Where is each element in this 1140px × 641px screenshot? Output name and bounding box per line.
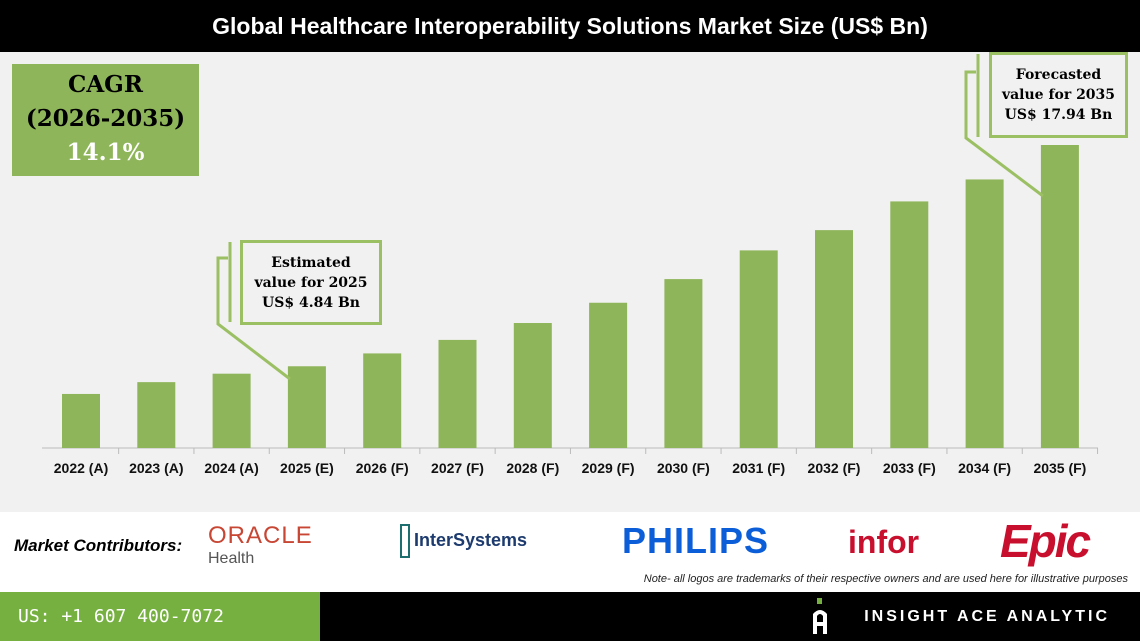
bar (965, 179, 1004, 449)
callout-line: value for 2035 (1001, 87, 1116, 103)
contributors-label: Market Contributors: (14, 536, 183, 555)
epic-logo: Epic (1000, 515, 1091, 567)
x-tick-label: 2035 (F) (1033, 460, 1086, 476)
bar (890, 201, 929, 448)
oracle-logo: ORACLE Health (208, 522, 313, 567)
bar (62, 393, 100, 448)
x-tick-label: 2033 (F) (883, 460, 936, 476)
cagr-value: 14.1% (66, 139, 145, 166)
x-tick-label: 2024 (A) (204, 460, 258, 476)
x-tick-label: 2031 (F) (732, 460, 785, 476)
cagr-box: CAGR (2026-2035) 14.1% (12, 64, 199, 176)
bar-chart: 2022 (A) 2023 (A) 2024 (A) 2025 (E) 2026 (F)… (42, 54, 1099, 476)
bar (363, 353, 402, 448)
x-tick-label: 2026 (F) (356, 460, 409, 476)
callout-leader (216, 256, 291, 381)
callout-line: US$ 4.84 Bn (262, 294, 360, 311)
insight-ace-logo-icon (813, 598, 827, 634)
bar (513, 323, 552, 448)
cagr-label: CAGR (68, 71, 143, 98)
market-contributors: Market Contributors: ORACLE Health Inter… (0, 512, 1140, 592)
cagr-period: (2026-2035) (25, 105, 186, 132)
x-tick-label: 2022 (A) (54, 460, 108, 476)
x-tick-label: 2025 (E) (280, 460, 334, 476)
forecast-callout: Forecasted value for 2035 US$ 17.94 Bn (989, 52, 1128, 138)
callout-line: Estimated (271, 254, 351, 271)
bar (137, 382, 176, 448)
philips-logo: PHILIPS (622, 520, 770, 561)
x-tick-label: 2034 (F) (958, 460, 1011, 476)
x-tick-label: 2032 (F) (808, 460, 861, 476)
x-tick-label: 2023 (A) (129, 460, 183, 476)
x-tick-label: 2030 (F) (657, 460, 710, 476)
callout-line: Forecasted (1015, 67, 1102, 83)
infor-logo: infor (848, 524, 920, 560)
bar (589, 302, 628, 448)
bar (212, 373, 251, 448)
estimated-callout: Estimated value for 2025 US$ 4.84 Bn (240, 240, 382, 325)
callout-line: value for 2025 (254, 274, 368, 291)
callout-line: US$ 17.94 Bn (1004, 107, 1113, 123)
x-tick-label: 2027 (F) (431, 460, 484, 476)
bar (287, 366, 326, 448)
intersystems-logo: InterSystems (400, 524, 527, 558)
bar (739, 250, 778, 448)
chart-title: Global Healthcare Interoperability Solut… (0, 0, 1140, 52)
x-tick-label: 2028 (F) (506, 460, 559, 476)
phone-number: US: +1 607 400-7072 (0, 592, 320, 641)
bar (438, 339, 477, 448)
bar (815, 230, 853, 448)
bar (1040, 145, 1079, 448)
bar (664, 279, 703, 448)
callout-leader (964, 70, 1044, 198)
brand-name: INSIGHT ACE ANALYTIC (864, 608, 1110, 625)
footer-brand-bar: INSIGHT ACE ANALYTIC (320, 592, 1140, 641)
x-tick-label: 2029 (F) (582, 460, 635, 476)
trademark-note: Note- all logos are trademarks of their … (643, 573, 1128, 585)
